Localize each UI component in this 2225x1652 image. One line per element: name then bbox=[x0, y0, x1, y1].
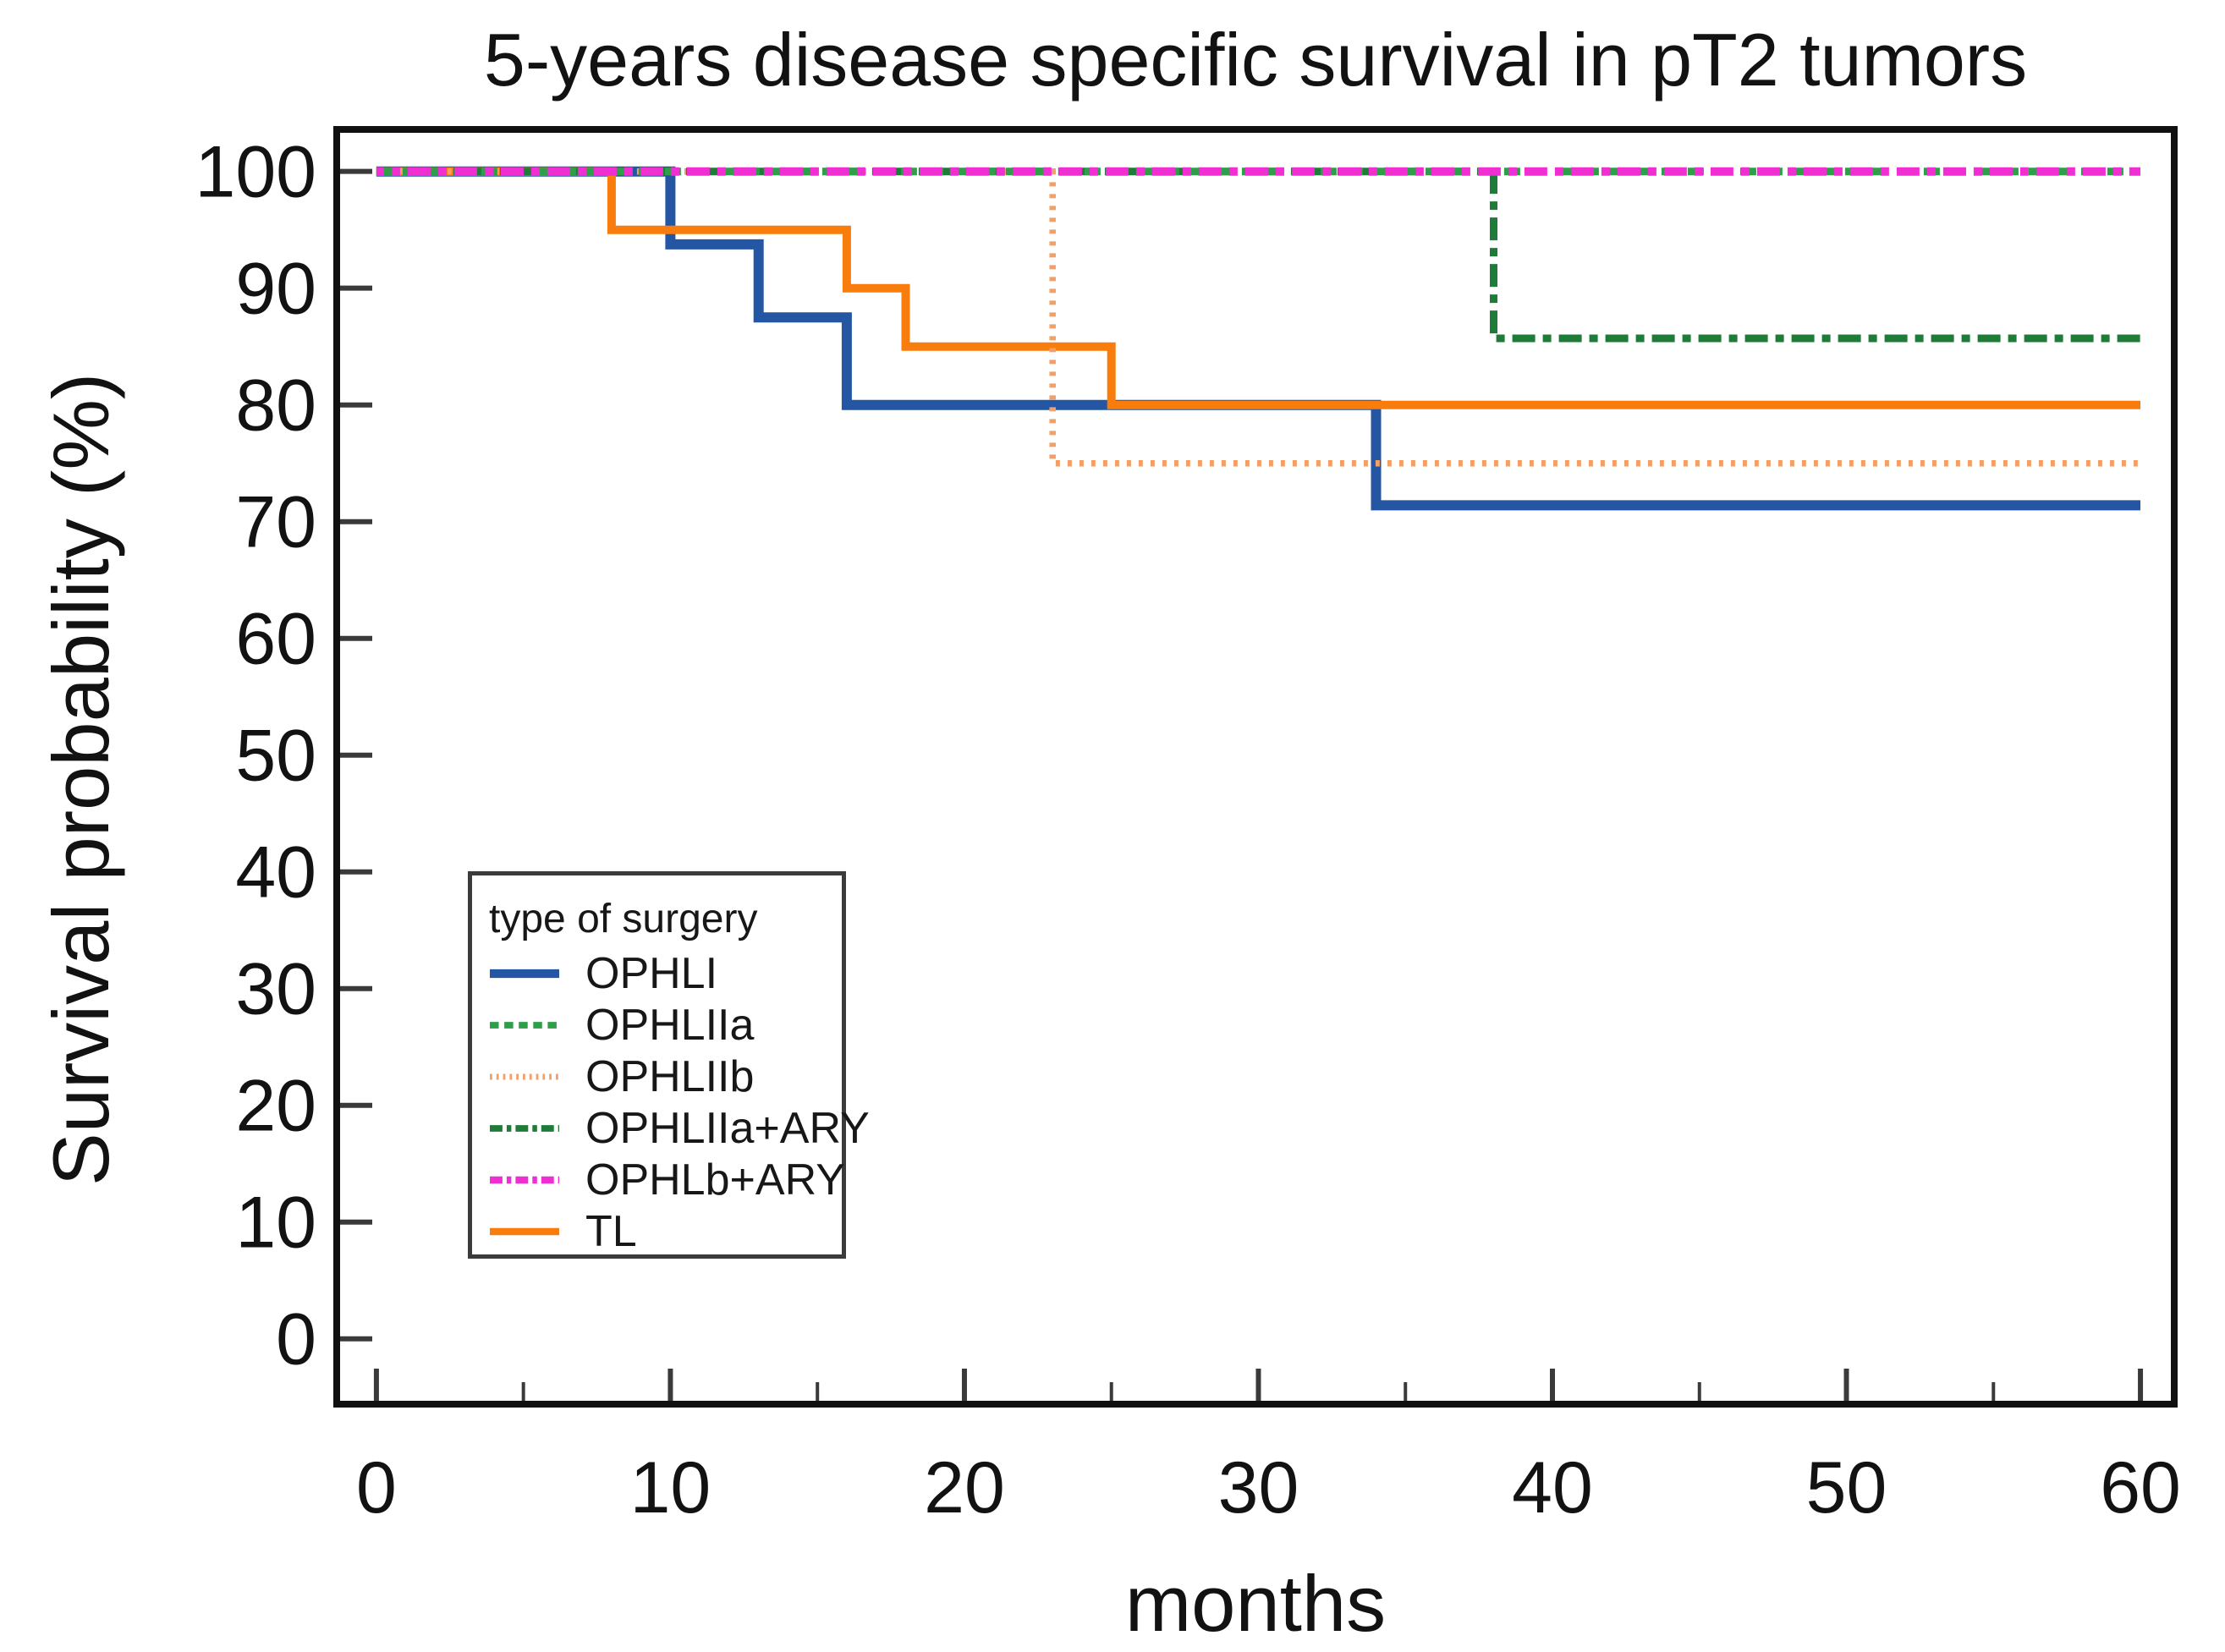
y-tick-label: 50 bbox=[235, 716, 316, 797]
legend-item-label: OPHLIIa+ARY bbox=[585, 1103, 870, 1153]
x-tick-label: 0 bbox=[356, 1447, 397, 1529]
legend-line-sample bbox=[490, 1124, 559, 1132]
legend-item-label: TL bbox=[585, 1206, 637, 1256]
legend-item-OPHLIIa: OPHLIIa bbox=[489, 999, 842, 1051]
y-axis-label: Survival probability (%) bbox=[36, 372, 125, 1186]
x-tick-label: 20 bbox=[924, 1447, 1005, 1529]
legend-item-label: OPHLIIb bbox=[585, 1051, 755, 1101]
legend-line-sample bbox=[490, 1021, 559, 1029]
y-tick-label: 70 bbox=[235, 482, 316, 563]
legend-box: type of surgery OPHLI OPHLIIa OPHLIIb OPHLI… bbox=[468, 871, 870, 1259]
legend-line-sample bbox=[490, 1176, 559, 1183]
legend-item-label: OPHLI bbox=[585, 948, 718, 998]
legend-title: type of surgery bbox=[489, 897, 758, 941]
legend-item-label: OPHLIIa bbox=[585, 1000, 755, 1050]
legend-item-OPHLb+ARY: OPHLb+ARY bbox=[489, 1154, 845, 1205]
y-tick-label: 30 bbox=[235, 949, 316, 1030]
x-axis-label: months bbox=[1124, 1559, 1387, 1648]
x-tick-label: 40 bbox=[1512, 1447, 1593, 1529]
y-tick-label: 20 bbox=[235, 1066, 316, 1147]
y-tick-label: 60 bbox=[235, 599, 316, 680]
x-tick-label: 10 bbox=[630, 1447, 711, 1529]
legend-item-OPHLIIa+ARY: OPHLIIa+ARY bbox=[489, 1102, 870, 1154]
x-tick-label: 50 bbox=[1806, 1447, 1887, 1529]
y-tick-label: 40 bbox=[235, 832, 316, 914]
plot-frame bbox=[333, 126, 2178, 1408]
legend-rows: OPHLI OPHLIIa OPHLIIb OPHLIIa+ARY OPHLb+ARY T… bbox=[472, 947, 870, 1257]
series-line-OPHLIIb bbox=[376, 167, 2140, 467]
legend-item-OPHLIIb: OPHLIIb bbox=[489, 1051, 842, 1102]
series-line-OPHLIIa+ARY bbox=[376, 167, 2140, 343]
series-line-TL bbox=[376, 167, 2140, 409]
legend-item-TL: TL bbox=[489, 1205, 842, 1257]
y-tick-label: 80 bbox=[235, 365, 316, 447]
chart-title: 5-years disease specific survival in pT2… bbox=[483, 18, 2028, 102]
legend-line-sample bbox=[490, 969, 559, 978]
y-tick-label: 100 bbox=[195, 132, 317, 213]
legend-line-sample bbox=[490, 1227, 559, 1235]
series-line-OPHLI bbox=[376, 166, 2140, 511]
x-tick-label: 60 bbox=[2100, 1447, 2181, 1529]
legend-line-sample bbox=[490, 1073, 559, 1079]
x-tick-label: 30 bbox=[1218, 1447, 1299, 1529]
y-tick-label: 90 bbox=[235, 249, 316, 330]
legend-item-label: OPHLb+ARY bbox=[585, 1155, 845, 1205]
y-tick-label: 0 bbox=[276, 1299, 316, 1380]
legend-item-OPHLI: OPHLI bbox=[489, 947, 842, 999]
y-tick-label: 10 bbox=[235, 1183, 316, 1264]
